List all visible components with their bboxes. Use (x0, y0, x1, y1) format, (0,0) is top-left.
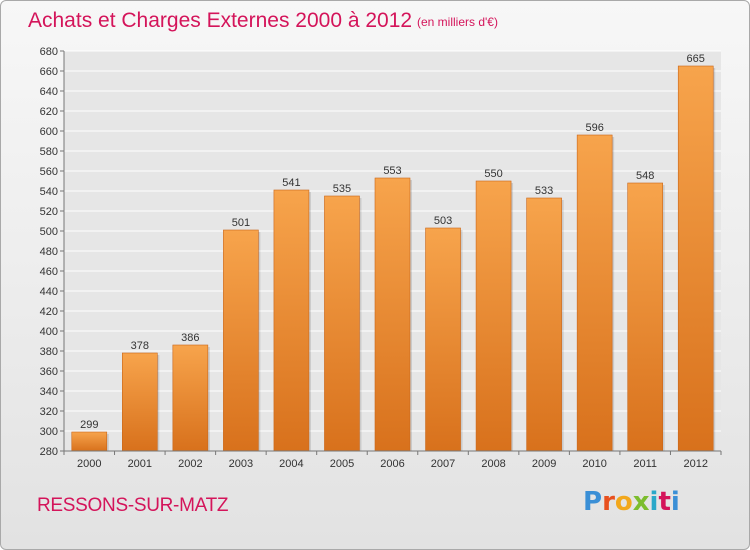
y-tick-label: 520 (40, 206, 58, 218)
bar (576, 134, 613, 452)
y-tick-label: 580 (40, 146, 58, 158)
data-label: 386 (181, 332, 199, 344)
logo-letter: x (632, 487, 650, 517)
x-tick-label: 2011 (633, 458, 657, 470)
logo-letter: r (602, 487, 615, 517)
y-axis: 280 300 320 340 360 380 400 420 440 460 480 500 520 5… (40, 46, 65, 458)
bar (677, 65, 714, 452)
bar (627, 182, 663, 452)
proxiti-logo: Proxiti (583, 487, 680, 517)
y-tick-label: 300 (40, 426, 58, 438)
y-tick-label: 480 (40, 246, 58, 258)
x-tick-label: 2007 (431, 458, 455, 470)
bar (71, 431, 108, 452)
y-tick-label: 280 (40, 446, 58, 458)
y-tick-label: 540 (40, 186, 58, 198)
y-tick-label: 600 (40, 126, 58, 138)
x-tick-label: 2012 (683, 458, 707, 470)
y-tick-label: 640 (40, 86, 58, 98)
x-tick-label: 2000 (77, 458, 101, 470)
x-tick-label: 2010 (582, 458, 606, 470)
x-tick-label: 2003 (229, 458, 253, 470)
x-tick-label: 2006 (380, 458, 404, 470)
logo-letter: i (649, 487, 659, 517)
y-tick-label: 660 (40, 66, 58, 78)
bar (122, 352, 158, 452)
data-label: 553 (383, 165, 401, 177)
y-tick-label: 360 (40, 366, 58, 378)
y-tick-label: 380 (40, 346, 58, 358)
bars: 299 378 386 501 541 535 553 503 550 533 596 548 665 (71, 53, 716, 452)
data-label: 665 (687, 53, 705, 65)
logo-letter: i (670, 487, 680, 517)
logo-letter: o (614, 487, 633, 517)
y-tick-label: 560 (40, 166, 58, 178)
y-tick-label: 680 (40, 46, 58, 58)
y-tick-label: 400 (40, 326, 58, 338)
x-tick-label: 2008 (481, 458, 505, 470)
y-tick-label: 620 (40, 106, 58, 118)
bar (172, 344, 209, 452)
data-label: 378 (131, 340, 149, 352)
y-tick-label: 460 (40, 266, 58, 278)
data-label: 299 (80, 419, 98, 431)
y-tick-label: 420 (40, 306, 58, 318)
chart-unit-note: (en milliers d'€) (417, 15, 498, 29)
data-label: 541 (282, 177, 300, 189)
y-tick-label: 440 (40, 286, 58, 298)
x-tick-label: 2001 (128, 458, 152, 470)
x-tick-label: 2005 (330, 458, 354, 470)
bar (425, 227, 461, 452)
x-tick-label: 2009 (532, 458, 556, 470)
bar (526, 197, 562, 452)
y-tick-label: 340 (40, 386, 58, 398)
data-label: 533 (535, 185, 553, 197)
bar (374, 177, 411, 452)
x-tick-label: 2002 (178, 458, 202, 470)
data-label: 501 (232, 217, 250, 229)
y-tick-label: 500 (40, 226, 58, 238)
data-label: 596 (585, 122, 603, 134)
bar (273, 189, 310, 452)
data-label: 548 (636, 170, 654, 182)
chart-title: Achats et Charges Externes 2000 à 2012 (28, 9, 413, 32)
commune-name: RESSONS-SUR-MATZ (37, 495, 229, 516)
x-axis: 2000 2001 2002 2003 2004 2005 2006 2007 2008 2009… (63, 450, 722, 470)
y-tick-label: 320 (40, 406, 58, 418)
logo-letter: t (658, 487, 671, 517)
data-label: 535 (333, 183, 351, 195)
data-label: 503 (434, 215, 452, 227)
bar (223, 229, 259, 452)
bar (324, 195, 360, 452)
logo-letter: P (583, 487, 603, 517)
bar (475, 180, 512, 452)
data-label: 550 (484, 168, 502, 180)
x-tick-label: 2004 (279, 458, 303, 470)
